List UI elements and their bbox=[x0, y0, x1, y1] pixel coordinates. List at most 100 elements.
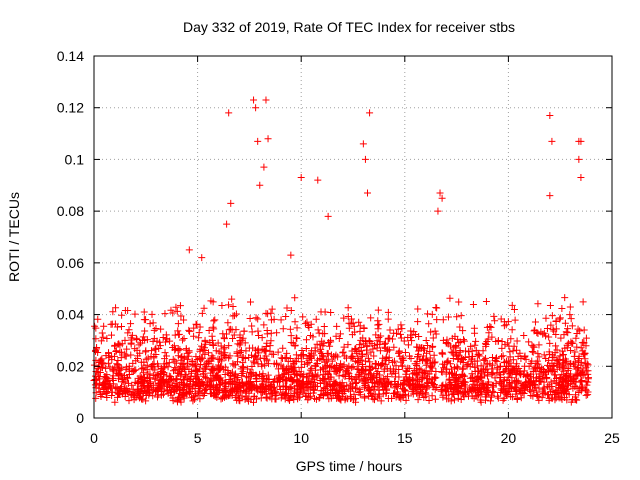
data-point bbox=[571, 382, 579, 390]
data-point bbox=[111, 384, 119, 392]
data-point bbox=[538, 394, 546, 402]
data-point bbox=[130, 396, 138, 404]
data-point bbox=[291, 387, 299, 395]
data-point bbox=[371, 360, 379, 368]
data-point bbox=[455, 383, 463, 391]
x-tick-label: 5 bbox=[194, 430, 202, 446]
data-point bbox=[422, 367, 430, 375]
data-point bbox=[311, 371, 319, 379]
data-point bbox=[390, 389, 398, 397]
data-point bbox=[444, 357, 452, 365]
data-point bbox=[161, 349, 169, 357]
data-point bbox=[237, 339, 245, 347]
data-point bbox=[359, 378, 367, 386]
data-point bbox=[170, 342, 178, 350]
data-point bbox=[539, 330, 547, 338]
data-point bbox=[111, 341, 119, 349]
data-point bbox=[305, 324, 313, 332]
data-point bbox=[362, 346, 370, 354]
data-point bbox=[186, 327, 194, 335]
data-point bbox=[546, 339, 554, 347]
data-point bbox=[321, 330, 329, 338]
data-point bbox=[370, 385, 378, 393]
data-point bbox=[338, 379, 346, 387]
data-point bbox=[314, 326, 322, 334]
data-point bbox=[323, 357, 331, 365]
data-point bbox=[381, 339, 389, 347]
data-point bbox=[127, 351, 135, 359]
data-point bbox=[283, 304, 291, 312]
data-point bbox=[372, 365, 380, 373]
data-point bbox=[498, 386, 506, 394]
data-point bbox=[335, 335, 343, 343]
data-point bbox=[405, 392, 413, 400]
data-point bbox=[404, 341, 412, 349]
data-point bbox=[169, 309, 177, 317]
data-point bbox=[357, 372, 365, 380]
data-point bbox=[254, 137, 262, 145]
data-point bbox=[420, 393, 428, 401]
data-point bbox=[398, 362, 406, 370]
data-point bbox=[100, 360, 108, 368]
data-point bbox=[444, 313, 452, 321]
data-point bbox=[200, 372, 208, 380]
data-point bbox=[394, 380, 402, 388]
data-point bbox=[319, 364, 327, 372]
data-point bbox=[489, 387, 497, 395]
data-point bbox=[507, 366, 515, 374]
y-tick-label: 0.14 bbox=[57, 48, 84, 64]
data-point bbox=[282, 313, 290, 321]
data-point bbox=[244, 395, 252, 403]
data-point bbox=[214, 339, 222, 347]
data-point bbox=[504, 318, 512, 326]
data-point bbox=[540, 329, 548, 337]
data-point bbox=[415, 368, 423, 376]
data-point bbox=[350, 390, 358, 398]
data-point bbox=[424, 341, 432, 349]
data-point bbox=[480, 356, 488, 364]
data-point bbox=[413, 353, 421, 361]
data-point bbox=[133, 336, 141, 344]
data-point bbox=[527, 370, 535, 378]
y-tick-label: 0.06 bbox=[57, 255, 84, 271]
data-point bbox=[299, 350, 307, 358]
data-point bbox=[114, 370, 122, 378]
data-point bbox=[270, 350, 278, 358]
data-point bbox=[286, 325, 294, 333]
data-point bbox=[488, 370, 496, 378]
data-point bbox=[537, 368, 545, 376]
data-point bbox=[192, 360, 200, 368]
data-point bbox=[287, 332, 295, 340]
data-point bbox=[580, 339, 588, 347]
data-point bbox=[311, 378, 319, 386]
data-point bbox=[568, 322, 576, 330]
data-point bbox=[311, 347, 319, 355]
data-point bbox=[561, 294, 569, 302]
data-point bbox=[160, 376, 168, 384]
data-point bbox=[279, 325, 287, 333]
data-point bbox=[91, 322, 99, 330]
data-point bbox=[573, 343, 581, 351]
data-point bbox=[185, 348, 193, 356]
data-point bbox=[384, 395, 392, 403]
data-point bbox=[377, 397, 385, 405]
data-point bbox=[393, 390, 401, 398]
data-point bbox=[155, 345, 163, 353]
data-point bbox=[505, 384, 513, 392]
data-point bbox=[494, 392, 502, 400]
data-point bbox=[444, 384, 452, 392]
data-point bbox=[557, 374, 565, 382]
data-point bbox=[124, 306, 132, 314]
data-point bbox=[279, 344, 287, 352]
x-tick-label: 15 bbox=[397, 430, 413, 446]
data-point bbox=[286, 354, 294, 362]
data-point bbox=[583, 381, 591, 389]
data-point bbox=[546, 302, 554, 310]
data-point bbox=[240, 327, 248, 335]
data-point bbox=[401, 387, 409, 395]
data-point bbox=[553, 357, 561, 365]
data-point bbox=[108, 388, 116, 396]
data-point bbox=[299, 313, 307, 321]
data-point bbox=[353, 365, 361, 373]
data-point bbox=[355, 388, 363, 396]
